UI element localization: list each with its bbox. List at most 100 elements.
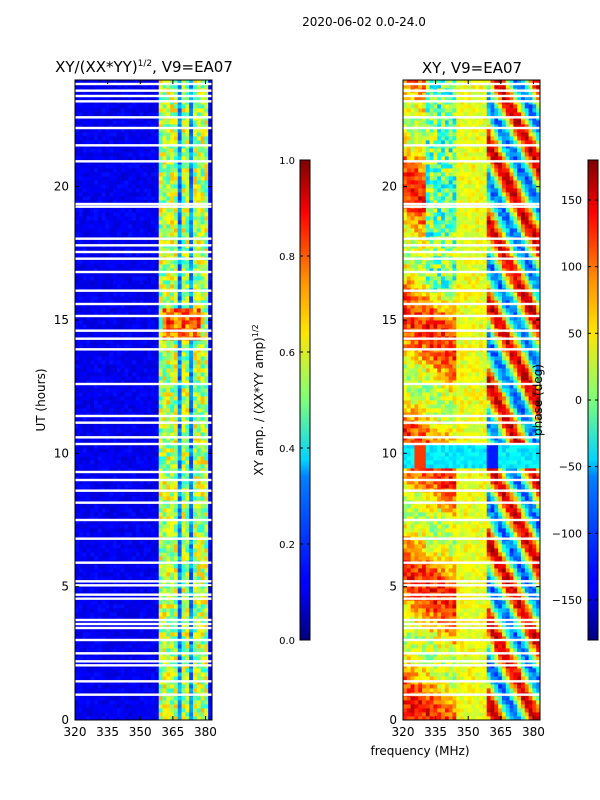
amplitude-cell bbox=[204, 656, 209, 661]
amplitude-cell bbox=[116, 564, 122, 569]
amplitude-cell bbox=[154, 168, 160, 173]
amplitude-cell bbox=[128, 340, 133, 345]
amplitude-cell bbox=[181, 564, 186, 569]
amplitude-cell bbox=[101, 628, 106, 633]
amplitude-cell bbox=[185, 384, 190, 389]
amplitude-cell bbox=[170, 576, 175, 581]
amplitude-cell bbox=[101, 208, 106, 213]
amplitude-cell bbox=[154, 632, 160, 637]
amplitude-cell bbox=[166, 452, 171, 457]
amplitude-cell bbox=[143, 444, 148, 449]
amplitude-cell bbox=[120, 320, 125, 325]
amplitude-cell bbox=[192, 248, 198, 253]
amplitude-cell bbox=[132, 632, 137, 637]
amplitude-cell bbox=[90, 616, 95, 621]
amplitude-cell bbox=[200, 568, 205, 573]
amplitude-cell bbox=[143, 192, 148, 197]
amplitude-cell bbox=[116, 716, 122, 720]
amplitude-cell bbox=[105, 504, 110, 509]
amplitude-cell bbox=[94, 484, 99, 489]
amplitude-cell bbox=[97, 496, 103, 501]
amplitude-cell bbox=[113, 280, 118, 285]
amplitude-cell bbox=[139, 528, 144, 533]
amplitude-cell bbox=[86, 552, 91, 557]
amplitude-cell bbox=[158, 360, 163, 365]
amplitude-cell bbox=[86, 532, 91, 537]
amplitude-cell bbox=[177, 708, 182, 713]
amplitude-cell bbox=[132, 524, 137, 529]
amplitude-cell bbox=[208, 704, 212, 709]
amplitude-cell bbox=[158, 564, 163, 569]
amplitude-cell bbox=[185, 516, 190, 521]
amplitude-cell bbox=[181, 216, 186, 221]
amplitude-cell bbox=[86, 456, 91, 461]
amplitude-cell bbox=[181, 284, 186, 289]
amplitude-cell bbox=[113, 292, 118, 297]
amplitude-cell bbox=[105, 608, 110, 613]
amplitude-cell bbox=[196, 612, 201, 617]
amplitude-cell bbox=[116, 396, 122, 401]
amplitude-cell bbox=[192, 628, 198, 633]
amplitude-cell bbox=[147, 260, 152, 265]
amplitude-cell bbox=[170, 492, 175, 497]
amplitude-cell bbox=[208, 392, 212, 397]
amplitude-cell bbox=[143, 300, 148, 305]
amplitude-cell bbox=[94, 224, 99, 229]
amplitude-cell bbox=[139, 480, 144, 485]
amplitude-cell bbox=[120, 268, 125, 273]
amplitude-cell bbox=[113, 612, 118, 617]
amplitude-cell bbox=[139, 212, 144, 217]
amplitude-cell bbox=[124, 600, 129, 605]
amplitude-cell bbox=[185, 688, 190, 693]
amplitude-cell bbox=[94, 252, 99, 257]
amplitude-cell bbox=[105, 708, 110, 713]
amplitude-cell bbox=[116, 452, 122, 457]
amplitude-cell bbox=[170, 268, 175, 273]
amplitude-cell bbox=[170, 552, 175, 557]
amplitude-cell bbox=[86, 564, 91, 569]
amplitude-cell bbox=[139, 176, 144, 181]
amplitude-cell bbox=[189, 696, 194, 701]
amplitude-cell bbox=[75, 220, 80, 225]
amplitude-cell bbox=[208, 572, 212, 577]
amplitude-cell bbox=[192, 424, 198, 429]
amplitude-cell bbox=[166, 708, 171, 713]
amplitude-cell bbox=[116, 164, 122, 169]
amplitude-cell bbox=[181, 716, 186, 720]
amplitude-cell bbox=[196, 676, 201, 681]
amplitude-cell bbox=[170, 544, 175, 549]
amplitude-cell bbox=[135, 452, 141, 457]
amplitude-cell bbox=[94, 424, 99, 429]
amplitude-cell bbox=[109, 628, 114, 633]
amplitude-cell bbox=[109, 464, 114, 469]
amplitude-cell bbox=[132, 484, 137, 489]
amplitude-cell bbox=[128, 620, 133, 625]
amplitude-cell bbox=[82, 684, 87, 689]
amplitude-cell bbox=[135, 684, 141, 689]
amplitude-cell bbox=[105, 520, 110, 525]
amplitude-cell bbox=[90, 252, 95, 257]
amplitude-cell bbox=[101, 432, 106, 437]
amplitude-cell bbox=[170, 676, 175, 681]
amplitude-cell bbox=[94, 228, 99, 233]
amplitude-cell bbox=[154, 384, 160, 389]
amplitude-cell bbox=[82, 352, 87, 357]
amplitude-cell bbox=[166, 588, 171, 593]
amplitude-cell bbox=[101, 280, 106, 285]
amplitude-cell bbox=[86, 708, 91, 713]
amplitude-cell bbox=[177, 464, 182, 469]
amplitude-cell bbox=[189, 380, 194, 385]
amplitude-cell bbox=[139, 404, 144, 409]
amplitude-cell bbox=[208, 668, 212, 673]
amplitude-cell bbox=[105, 340, 110, 345]
amplitude-cell bbox=[151, 716, 156, 720]
amplitude-cell bbox=[113, 564, 118, 569]
amplitude-cell bbox=[189, 388, 194, 393]
amplitude-cell bbox=[170, 700, 175, 705]
amplitude-cell bbox=[177, 324, 182, 329]
amplitude-cell bbox=[75, 600, 80, 605]
amplitude-cell bbox=[97, 396, 103, 401]
amplitude-cell bbox=[173, 276, 179, 281]
amplitude-cell bbox=[143, 388, 148, 393]
amplitude-cell bbox=[147, 688, 152, 693]
